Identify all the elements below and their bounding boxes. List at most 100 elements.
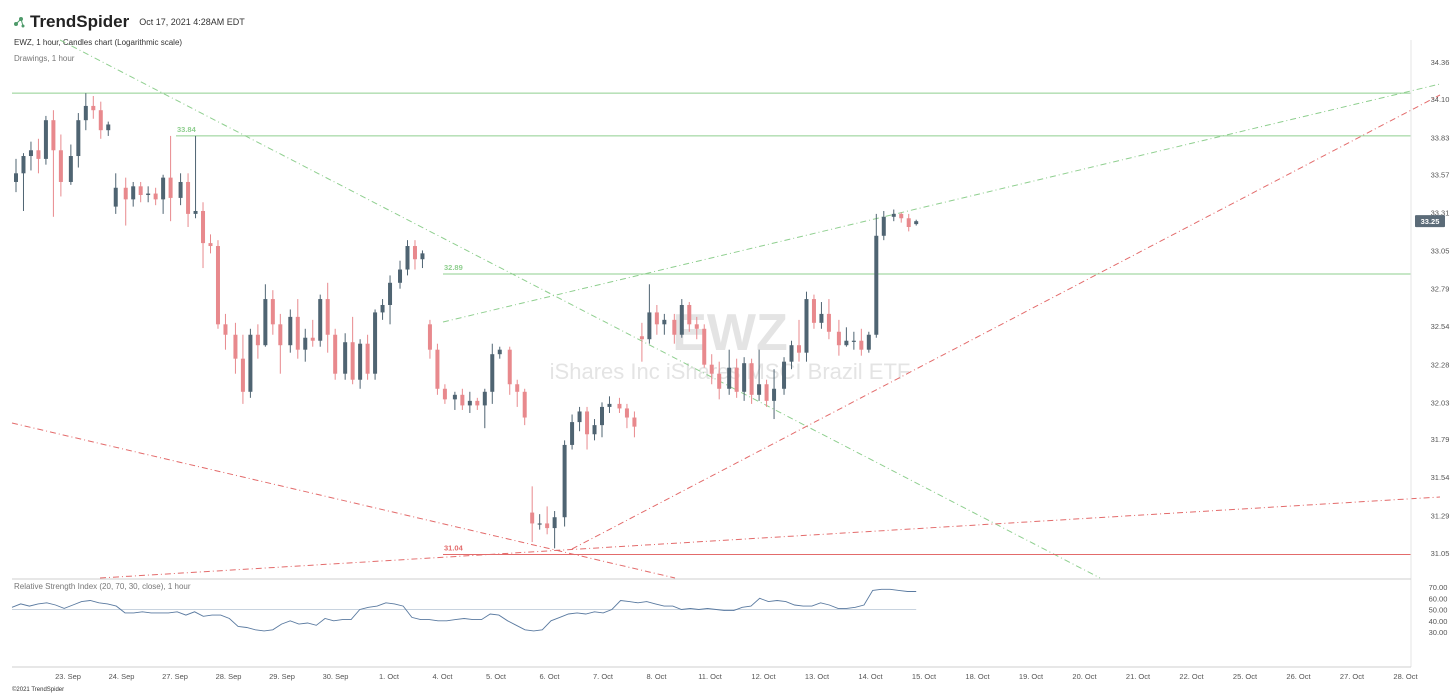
watermark-ticker: EWZ	[672, 304, 788, 362]
candle-body	[874, 235, 879, 335]
candle-body	[522, 391, 527, 418]
candles	[14, 93, 919, 549]
candle-body	[255, 334, 260, 346]
candle-body	[811, 299, 816, 323]
price-tick-label: 32.28	[1431, 361, 1450, 370]
candle-body	[28, 150, 33, 157]
time-tick-label: 30. Sep	[323, 672, 349, 681]
candle-body	[420, 253, 425, 260]
candle-body	[482, 391, 487, 406]
candle-body	[782, 361, 787, 389]
price-tick-label: 31.54	[1431, 473, 1450, 482]
time-tick-label: 22. Oct	[1179, 672, 1204, 681]
candle-body	[270, 299, 275, 325]
candle-body	[804, 299, 809, 353]
level-label: 32.89	[444, 263, 463, 272]
candle-body	[592, 425, 597, 435]
candle-body	[405, 246, 410, 270]
drawings-info: Drawings, 1 hour	[14, 54, 75, 63]
time-tick-label: 7. Oct	[593, 672, 614, 681]
candle-body	[358, 343, 363, 380]
candle-body	[248, 334, 253, 392]
time-tick-label: 20. Oct	[1072, 672, 1097, 681]
candle-body	[310, 337, 315, 341]
candle-body	[325, 299, 330, 335]
candle-body	[452, 394, 457, 400]
price-tick-label: 32.79	[1431, 285, 1450, 294]
price-tick-label: 33.83	[1431, 133, 1450, 142]
time-axis: 23. Sep 24. Sep 27. Sep 28. Sep 29. Sep 30. S…	[55, 672, 1418, 681]
time-tick-label: 19. Oct	[1019, 672, 1044, 681]
brand-name: TrendSpider	[30, 12, 130, 31]
trendspider-logo: TrendSpider	[12, 12, 129, 32]
candle-body	[490, 354, 495, 392]
candle-body	[617, 403, 622, 409]
candle-body	[178, 181, 183, 198]
level-label: 31.04	[444, 544, 464, 553]
candle-body	[507, 349, 512, 385]
candle-body	[607, 403, 612, 407]
candle-body	[215, 246, 220, 325]
rsi-tick-label: 30.00	[1429, 628, 1448, 637]
candle-body	[866, 334, 871, 350]
candle-body	[552, 517, 557, 529]
candle-body	[577, 411, 582, 423]
candle-body	[350, 342, 355, 380]
candle-body	[797, 345, 801, 353]
candle-body	[43, 120, 48, 159]
candle-body	[662, 319, 667, 325]
candle-body	[764, 384, 769, 401]
rsi-tick-label: 60.00	[1429, 594, 1448, 603]
candle-body	[240, 358, 245, 392]
price-axis: 34.36 34.10 33.83 33.57 33.31 33.05 32.79 32.54…	[12, 40, 1450, 668]
trendspider-logo-icon	[14, 17, 25, 28]
trendline	[442, 83, 1441, 323]
candle-body	[749, 363, 754, 395]
candle-body	[303, 337, 308, 350]
time-tick-label: 8. Oct	[646, 672, 667, 681]
price-tick-label: 32.54	[1431, 322, 1450, 331]
candle-body	[672, 319, 677, 335]
candle-body	[288, 316, 293, 346]
time-tick-label: 1. Oct	[379, 672, 400, 681]
candle-body	[442, 388, 447, 400]
candle-body	[318, 299, 323, 341]
price-tick-label: 31.29	[1431, 512, 1450, 521]
time-tick-label: 24. Sep	[109, 672, 135, 681]
copyright: ©2021 TrendSpider	[12, 687, 65, 693]
candle-body	[906, 218, 911, 228]
candle-body	[388, 282, 393, 305]
candle-body	[585, 411, 590, 435]
level-label: 33.84	[177, 125, 197, 134]
candle-body	[844, 340, 849, 346]
time-tick-label: 13. Oct	[805, 672, 830, 681]
candle-body	[859, 340, 864, 350]
trendline	[99, 496, 1441, 579]
time-tick-label: 23. Sep	[55, 672, 81, 681]
price-levels: 33.84 32.89 31.04	[12, 92, 1411, 556]
candle-body	[709, 364, 714, 374]
candle-body	[14, 173, 18, 182]
candle-body	[632, 417, 637, 427]
candle-body	[717, 373, 722, 389]
time-tick-label: 29. Sep	[269, 672, 295, 681]
trendline	[11, 422, 676, 579]
candle-body	[639, 336, 644, 340]
candle-body	[193, 210, 198, 214]
time-tick-label: 11. Oct	[698, 672, 723, 681]
candle-body	[891, 213, 896, 217]
candle-body	[497, 349, 502, 355]
price-tick-label: 33.57	[1431, 171, 1450, 180]
time-tick-label: 5. Oct	[486, 672, 507, 681]
candle-body	[146, 193, 151, 196]
time-tick-label: 27. Oct	[1340, 672, 1365, 681]
candle-body	[570, 422, 575, 445]
rsi-tick-label: 40.00	[1429, 617, 1448, 626]
candle-body	[789, 345, 794, 362]
candle-body	[278, 324, 283, 346]
candle-body	[435, 349, 440, 389]
candle-body	[83, 105, 88, 121]
candle-body	[123, 187, 128, 200]
candle-body	[427, 324, 432, 350]
